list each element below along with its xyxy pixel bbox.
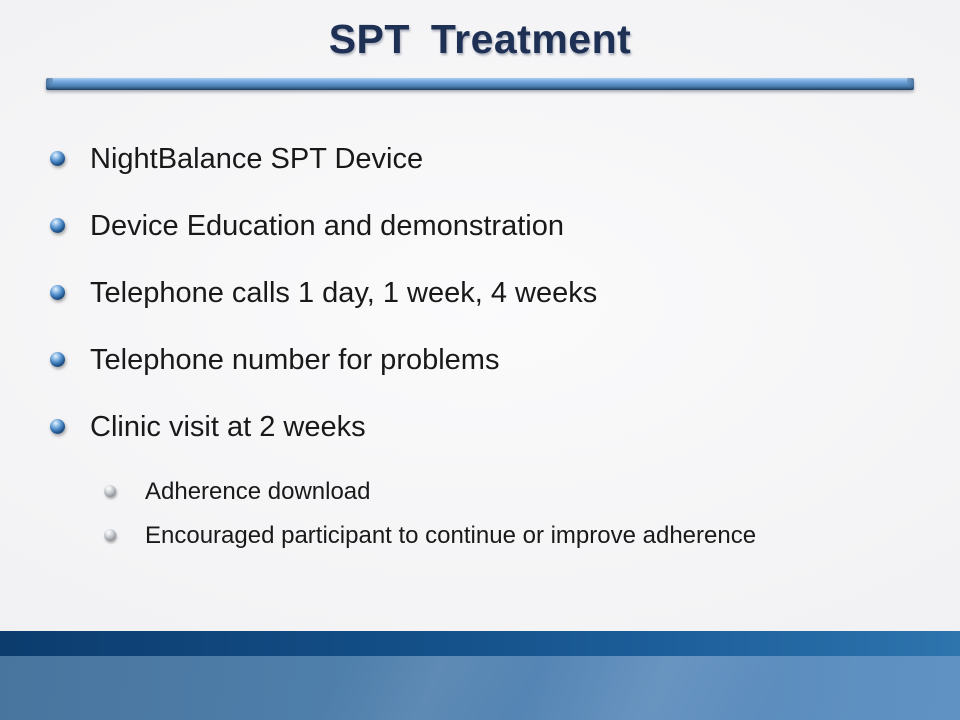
bullet-item: Telephone calls 1 day, 1 week, 4 weeks <box>45 273 925 313</box>
bullet-text: Clinic visit at 2 weeks <box>90 411 366 443</box>
bullet-text: Telephone calls 1 day, 1 week, 4 weeks <box>90 277 598 309</box>
bullet-text: Device Education and demonstration <box>90 210 564 242</box>
sub-bullet-item: Encouraged participant to continue or im… <box>45 518 925 554</box>
blue-sphere-bullet-icon <box>50 285 65 300</box>
slide-title: SPT Treatment <box>328 16 632 62</box>
title-divider-bar <box>46 78 914 90</box>
footer-dark-band <box>0 631 960 656</box>
bullet-item: Telephone number for problems <box>45 340 925 380</box>
silver-sphere-bullet-icon <box>104 485 116 497</box>
silver-sphere-bullet-icon <box>104 529 116 541</box>
bullet-text: Telephone number for problems <box>90 344 500 376</box>
blue-sphere-bullet-icon <box>50 352 65 367</box>
bullet-text: NightBalance SPT Device <box>90 143 424 175</box>
footer-blue-area <box>0 656 960 720</box>
bullet-item: Device Education and demonstration <box>45 206 925 246</box>
bullet-list: NightBalance SPT Device Device Education… <box>45 139 925 562</box>
sub-bullet-text: Adherence download <box>145 478 371 505</box>
blue-sphere-bullet-icon <box>50 218 65 233</box>
bullet-item: Clinic visit at 2 weeks <box>45 407 925 447</box>
sub-bullet-text: Encouraged participant to continue or im… <box>145 522 757 549</box>
blue-sphere-bullet-icon <box>50 151 65 166</box>
bullet-item: NightBalance SPT Device <box>45 139 925 179</box>
sub-bullet-item: Adherence download <box>45 474 925 510</box>
blue-sphere-bullet-icon <box>50 419 65 434</box>
